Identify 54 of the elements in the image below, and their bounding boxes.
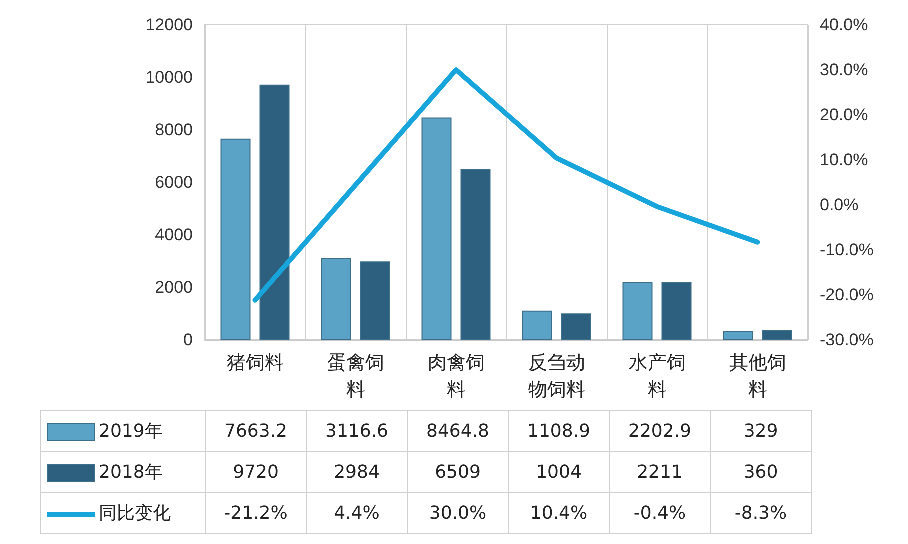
bar xyxy=(561,314,592,340)
y-tick-label: 2000 xyxy=(155,278,193,297)
y-tick-label: 6000 xyxy=(155,173,193,192)
x-tick-label: 其他饲料 xyxy=(729,353,786,401)
y-tick-label: 12000 xyxy=(146,16,193,34)
data-label: 30.0% xyxy=(408,492,508,534)
x-tick-label: 蛋禽饲料 xyxy=(327,353,384,401)
y2-tick-label: -20.0% xyxy=(820,286,874,304)
data-label: 6509 xyxy=(408,452,508,492)
bar xyxy=(522,310,552,340)
x-tick-label: 水产饲料 xyxy=(628,353,686,401)
x-tick-label: 肉禽饲料 xyxy=(428,353,485,401)
bar xyxy=(662,282,692,340)
bar xyxy=(260,84,290,340)
legend-label: 同比变化 xyxy=(99,503,171,524)
data-label: -21.2% xyxy=(206,492,306,534)
data-label: 8464.8 xyxy=(408,410,508,452)
y2-tick-label: -10.0% xyxy=(820,240,874,260)
y2-tick-label: 10.0% xyxy=(820,150,868,170)
y2-tick-label: 40.0% xyxy=(820,16,868,34)
bar xyxy=(220,138,251,340)
y2-tick-label: 0.0% xyxy=(820,196,859,214)
y2-tick-label: 20.0% xyxy=(820,106,868,124)
data-label: 7663.2 xyxy=(206,410,306,452)
data-label: 2211 xyxy=(610,452,710,492)
data-label: 2202.9 xyxy=(610,410,710,452)
data-label: 4.4% xyxy=(306,492,408,534)
data-label: 329 xyxy=(710,410,812,452)
bar xyxy=(762,330,792,340)
data-label: 10.4% xyxy=(508,492,610,534)
data-label: 1004 xyxy=(508,452,610,492)
bar xyxy=(460,169,491,340)
y2-tick-label: 30.0% xyxy=(820,60,868,80)
data-label: 2984 xyxy=(306,452,408,492)
data-label: -8.3% xyxy=(710,492,812,534)
x-tick-label: 反刍动物饲料 xyxy=(528,353,586,401)
bar xyxy=(321,258,352,340)
x-tick-label: 猪饲料 xyxy=(226,353,284,374)
data-label: 1108.9 xyxy=(508,410,610,452)
data-label: 3116.6 xyxy=(306,410,408,452)
legend-label: 2018年 xyxy=(99,462,163,483)
data-label: 9720 xyxy=(206,452,306,492)
y2-tick-label: -30.0% xyxy=(820,330,874,350)
data-label: -0.4% xyxy=(610,492,710,534)
legend-label: 2019年 xyxy=(99,421,163,442)
bar xyxy=(422,118,452,340)
bar xyxy=(723,331,754,340)
y-tick-label: 8000 xyxy=(155,120,193,140)
y-tick-label: 10000 xyxy=(146,68,193,87)
y-tick-label: 0 xyxy=(184,330,193,350)
bar xyxy=(360,262,390,340)
bar xyxy=(622,282,653,340)
y-tick-label: 4000 xyxy=(155,226,193,244)
data-label: 360 xyxy=(710,452,812,492)
